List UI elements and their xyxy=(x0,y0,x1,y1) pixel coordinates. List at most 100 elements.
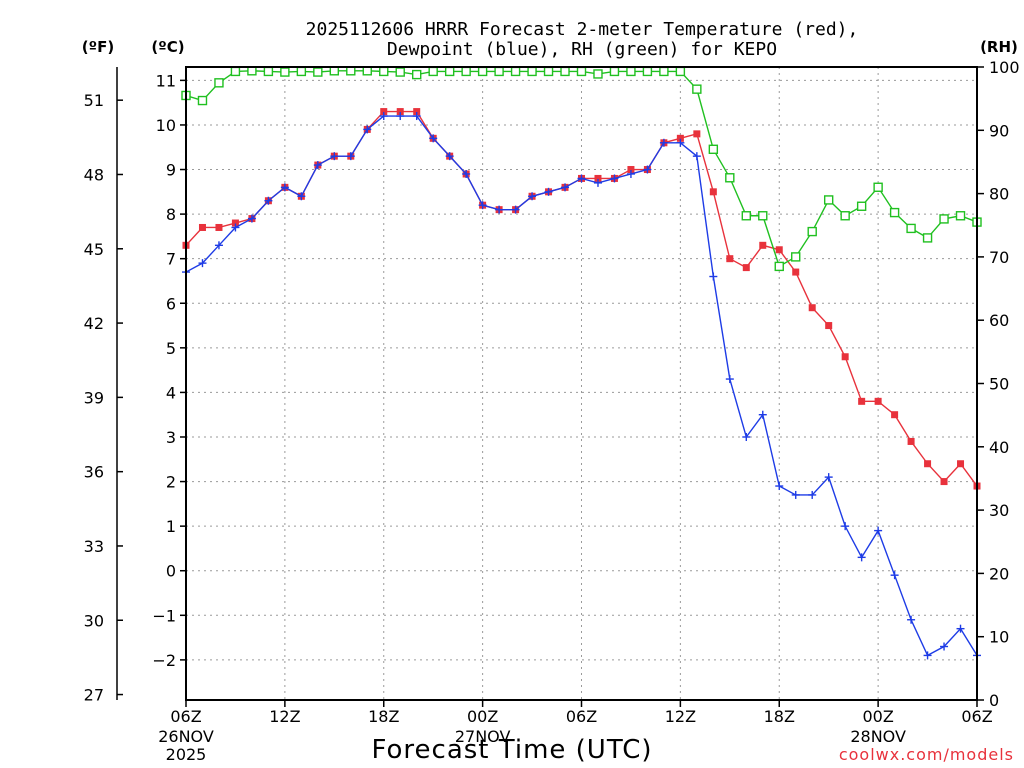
point-2-meter-temperature xyxy=(676,134,684,142)
point-dewpoint xyxy=(791,490,800,499)
point-2-meter-temperature xyxy=(808,304,816,312)
point-dewpoint xyxy=(198,259,207,268)
tick-label-celsius: 8 xyxy=(166,205,176,224)
point-rh xyxy=(725,173,735,183)
point-rh xyxy=(263,66,274,77)
tick-label-celsius: 9 xyxy=(166,161,176,180)
point-dewpoint xyxy=(890,571,899,580)
point-rh xyxy=(461,66,471,77)
chart-title: 2025112606 HRRR Forecast 2-meter Tempera… xyxy=(306,19,859,40)
point-dewpoint xyxy=(214,241,223,250)
point-2-meter-temperature xyxy=(775,246,783,254)
point-dewpoint xyxy=(561,183,570,192)
point-rh xyxy=(807,226,817,237)
tick-label-celsius: 0 xyxy=(166,562,176,581)
point-dewpoint xyxy=(247,214,256,223)
unit-relative-humidity: (RH) xyxy=(980,38,1018,56)
point-2-meter-temperature xyxy=(709,188,717,196)
chart-subtitle: Dewpoint (blue), RH (green) for KEPO xyxy=(387,39,777,60)
tick-label-x: 12Z xyxy=(269,707,300,726)
point-dewpoint xyxy=(528,192,537,201)
tick-label-fahrenheit: 48 xyxy=(84,165,104,184)
point-rh xyxy=(758,211,768,221)
point-rh xyxy=(955,211,966,221)
tick-label-fahrenheit: 45 xyxy=(84,240,104,259)
point-dewpoint xyxy=(874,526,883,535)
point-rh xyxy=(296,66,307,77)
tick-label-fahrenheit: 42 xyxy=(84,314,104,333)
point-dewpoint xyxy=(824,473,833,482)
point-dewpoint xyxy=(907,615,916,624)
tick-label-rh: 0 xyxy=(989,691,999,710)
point-rh xyxy=(576,66,587,77)
point-dewpoint xyxy=(758,410,767,419)
point-rh xyxy=(840,211,850,221)
point-2-meter-temperature xyxy=(841,353,849,361)
point-rh xyxy=(560,66,570,77)
tick-label-rh: 60 xyxy=(989,311,1009,330)
tick-label-x: 18Z xyxy=(368,707,399,726)
x-axis-label: Forecast Time (UTC) xyxy=(371,735,652,765)
point-2-meter-temperature xyxy=(693,130,701,138)
point-2-meter-temperature xyxy=(215,223,223,231)
tick-label-celsius: 4 xyxy=(166,383,176,402)
point-rh xyxy=(428,66,438,77)
point-rh xyxy=(922,233,933,243)
point-2-meter-temperature xyxy=(825,322,833,330)
point-dewpoint xyxy=(346,152,355,161)
point-rh xyxy=(214,78,224,88)
point-rh xyxy=(494,66,504,77)
point-dewpoint xyxy=(808,490,817,499)
point-rh xyxy=(823,195,834,205)
tick-label-fahrenheit: 30 xyxy=(84,611,104,630)
point-rh xyxy=(510,66,521,77)
tick-label-fahrenheit: 36 xyxy=(84,463,104,482)
point-dewpoint xyxy=(462,169,471,178)
point-rh xyxy=(741,211,751,221)
series-line-2-meter-temperature xyxy=(185,110,978,487)
credit-text: coolwx.com/models xyxy=(839,745,1014,764)
point-dewpoint xyxy=(297,192,306,201)
point-dewpoint xyxy=(742,432,751,441)
tick-label-rh: 50 xyxy=(989,375,1009,394)
tick-label-x: 00Z xyxy=(467,707,498,726)
tick-label-celsius: −1 xyxy=(152,606,176,625)
tick-label-celsius: −2 xyxy=(152,651,176,670)
point-dewpoint xyxy=(313,161,322,170)
point-dewpoint xyxy=(626,169,635,178)
point-rh xyxy=(444,66,455,77)
point-dewpoint xyxy=(725,375,734,384)
point-rh xyxy=(626,66,636,77)
tick-label-celsius: 2 xyxy=(166,473,176,492)
point-2-meter-temperature xyxy=(907,437,915,445)
point-dewpoint xyxy=(923,651,932,660)
point-dewpoint xyxy=(280,183,289,192)
point-dewpoint xyxy=(577,174,586,183)
tick-label-x: 00Z xyxy=(862,707,893,726)
point-dewpoint xyxy=(659,138,668,147)
point-dewpoint xyxy=(775,482,784,491)
tick-label-fahrenheit: 51 xyxy=(84,91,104,110)
tick-label-x: 06Z xyxy=(961,707,992,726)
point-2-meter-temperature xyxy=(396,108,404,116)
point-rh xyxy=(692,84,702,94)
tick-label-fahrenheit: 39 xyxy=(84,388,104,407)
point-rh xyxy=(774,261,784,272)
point-rh xyxy=(856,201,867,211)
point-dewpoint xyxy=(610,174,619,183)
point-dewpoint xyxy=(445,152,454,161)
tick-label-rh: 100 xyxy=(989,58,1020,77)
date-label: 2025 xyxy=(166,745,207,764)
point-dewpoint xyxy=(396,112,405,121)
grid-lines xyxy=(186,67,977,700)
tick-label-fahrenheit: 27 xyxy=(84,686,104,705)
tick-label-rh: 70 xyxy=(989,248,1009,267)
tick-label-x: 06Z xyxy=(566,707,597,726)
tick-label-rh: 10 xyxy=(989,628,1009,647)
point-dewpoint xyxy=(330,152,339,161)
point-dewpoint xyxy=(231,223,240,232)
point-dewpoint xyxy=(544,187,553,196)
tick-label-x: 06Z xyxy=(170,707,201,726)
